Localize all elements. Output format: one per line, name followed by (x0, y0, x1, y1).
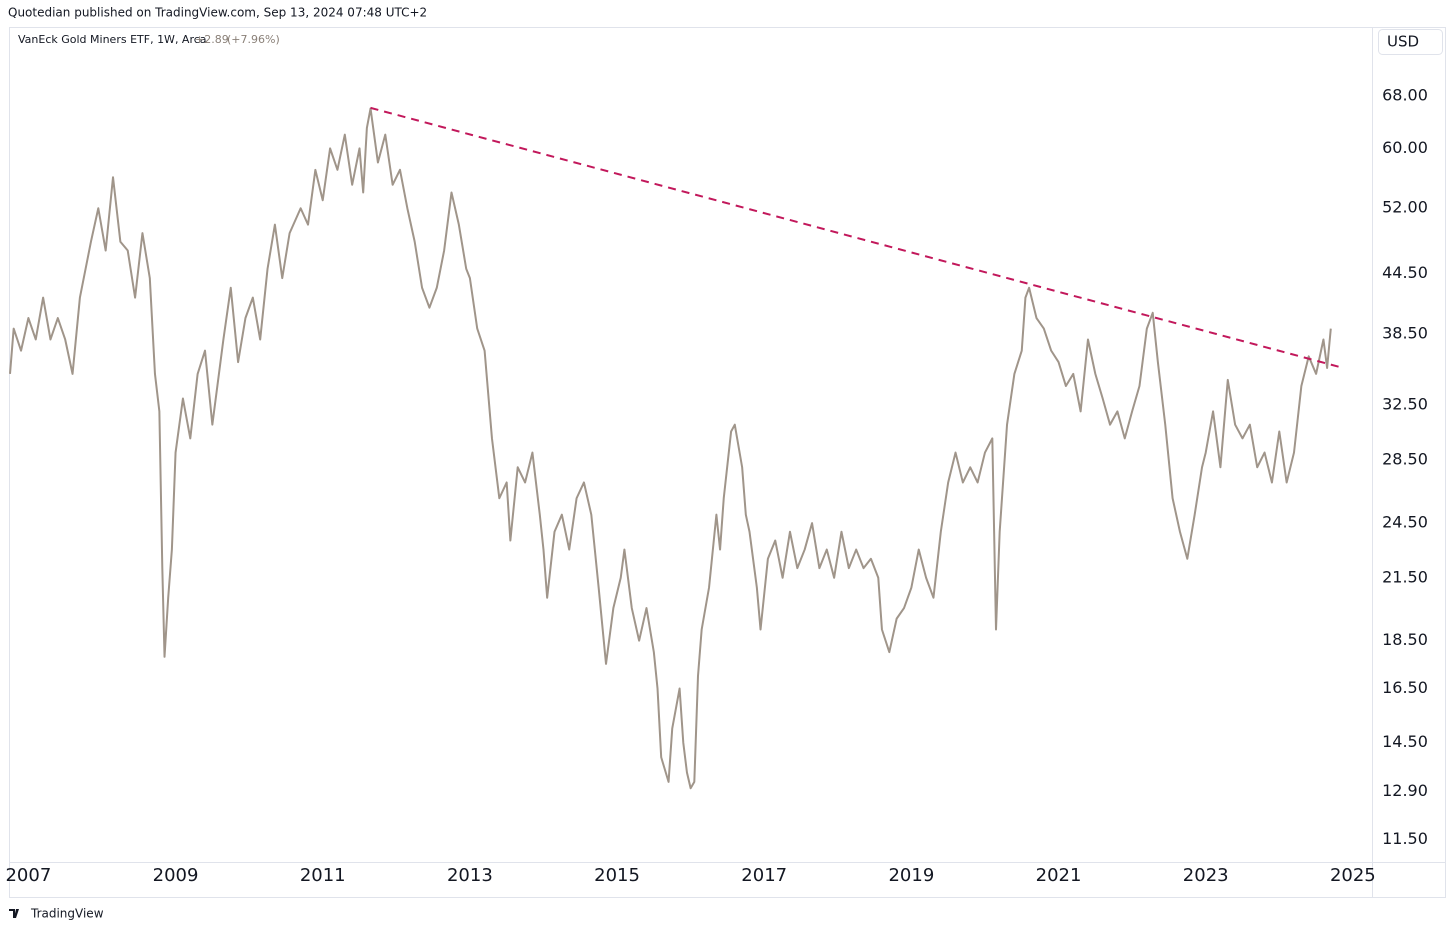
price-line (9, 107, 1332, 790)
x-tick-label: 2021 (1036, 865, 1082, 886)
y-tick-label: 32.50 (1382, 394, 1428, 413)
y-tick-label: 52.00 (1382, 198, 1428, 217)
y-tick-label: 24.50 (1382, 513, 1428, 532)
x-tick-label: 2019 (888, 865, 934, 886)
published-note: Quotedian published on TradingView.com, … (8, 6, 427, 20)
x-tick-label: 2013 (447, 865, 493, 886)
y-tick-label: 14.50 (1382, 732, 1428, 751)
x-tick-label: 2025 (1330, 865, 1376, 886)
legend-name: VanEck Gold Miners ETF, 1W, Arca (18, 33, 207, 46)
x-tick-label: 2015 (594, 865, 640, 886)
y-tick-label: 38.50 (1382, 324, 1428, 343)
y-tick-label: 60.00 (1382, 138, 1428, 157)
chart-frame (9, 27, 1446, 898)
legend-change-pct: (+7.96%) (227, 33, 280, 46)
y-tick-label: 28.50 (1382, 449, 1428, 468)
x-tick-label: 2009 (153, 865, 199, 886)
trend-line (370, 106, 1344, 369)
y-tick-label: 21.50 (1382, 567, 1428, 586)
footer-brand: TradingView (30, 907, 104, 921)
x-tick-label: 2011 (300, 865, 346, 886)
y-tick-label: 18.50 (1382, 630, 1428, 649)
x-tick-label: 2017 (741, 865, 787, 886)
x-tick-label: 2023 (1183, 865, 1229, 886)
y-tick-label: 16.50 (1382, 678, 1428, 697)
legend-change: +2.89 (195, 33, 229, 46)
footer-logo (9, 909, 19, 918)
y-tick-label: 44.50 (1382, 263, 1428, 282)
currency-box[interactable] (1378, 29, 1443, 55)
y-tick-label: 68.00 (1382, 85, 1428, 104)
x-tick-label: 2007 (5, 865, 51, 886)
currency-label[interactable]: USD (1387, 33, 1419, 51)
y-tick-label: 11.50 (1382, 829, 1428, 848)
y-tick-label: 12.90 (1382, 781, 1428, 800)
